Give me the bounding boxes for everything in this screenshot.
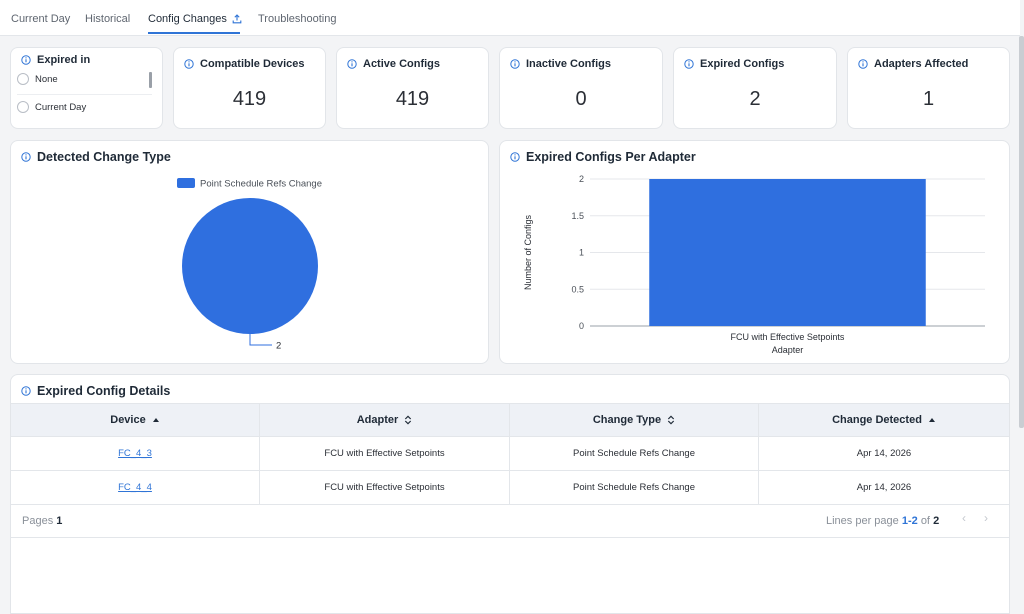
y-tick-label: 2	[579, 174, 584, 184]
table-row-1-adapter: FCU with Effective Setpoints	[324, 448, 445, 459]
stat-card-compatible-devices: Compatible Devices 419	[173, 47, 326, 129]
lines-per-page-indicator: Lines per page 1-2 of 2	[826, 515, 940, 527]
bar	[649, 179, 926, 326]
tab-config-changes[interactable]: Config Changes	[148, 13, 242, 25]
pie-chart: Point Schedule Refs Change 2	[177, 178, 322, 352]
column-header-change-detected[interactable]: Change Detected	[759, 404, 1009, 436]
column-header-adapter[interactable]: Adapter	[260, 404, 509, 436]
device-link[interactable]: FC_4_4	[118, 482, 152, 493]
info-icon	[21, 152, 31, 162]
stat-value: 2	[749, 88, 761, 110]
column-header-change-type[interactable]: Change Type	[510, 404, 758, 436]
detected-change-type-card: Detected Change Type Point Schedule Refs…	[10, 140, 489, 364]
table-border	[11, 504, 1009, 505]
tab-bar: Current Day Historical Config Changes Tr…	[0, 0, 1020, 36]
pie-leader-line	[249, 334, 272, 346]
table-border	[758, 404, 759, 504]
device-link[interactable]: FC_4_3	[118, 448, 152, 459]
table-card-title: Expired Config Details	[21, 384, 170, 398]
pie-data-label: 2	[276, 341, 281, 352]
info-icon	[184, 59, 194, 69]
stat-card-expired-configs: Expired Configs 2	[673, 47, 837, 129]
pie-card-title: Detected Change Type	[21, 150, 171, 164]
y-tick-label: 0.5	[571, 284, 584, 294]
pages-indicator: Pages 1	[22, 515, 63, 527]
radio-circle[interactable]	[17, 73, 29, 85]
pie-slice	[182, 198, 318, 334]
info-icon	[858, 59, 868, 69]
stat-card-inactive-configs: Inactive Configs 0	[499, 47, 663, 129]
filter-divider	[17, 94, 152, 95]
stat-value: 419	[232, 88, 267, 110]
stat-card-adapters-affected: Adapters Affected 1	[847, 47, 1010, 129]
stat-title: Expired Configs	[684, 58, 784, 70]
table-row-1-change-type: Point Schedule Refs Change	[573, 448, 695, 459]
y-tick-label: 0	[579, 321, 584, 331]
stat-value: 0	[575, 88, 587, 110]
stat-title: Inactive Configs	[510, 58, 611, 70]
page-scrollbar[interactable]	[1019, 36, 1024, 428]
y-axis-label: Number of Configs	[523, 214, 533, 290]
table-border	[11, 403, 1009, 404]
sort-ascending-icon[interactable]	[928, 415, 936, 425]
stat-card-active-configs: Active Configs 419	[336, 47, 489, 129]
tab-current-day[interactable]: Current Day	[11, 13, 71, 25]
table-row-1-change-detected: Apr 14, 2026	[856, 448, 912, 459]
table-row-2-adapter: FCU with Effective Setpoints	[324, 482, 445, 493]
stat-title: Compatible Devices	[184, 58, 305, 70]
sort-icon[interactable]	[404, 415, 412, 425]
active-tab-indicator	[148, 32, 240, 34]
expired-in-title: Expired in	[21, 54, 90, 66]
legend-swatch	[177, 178, 195, 188]
info-icon	[21, 386, 31, 396]
info-icon	[21, 55, 31, 65]
tab-troubleshooting[interactable]: Troubleshooting	[258, 13, 337, 25]
radio-circle[interactable]	[17, 101, 29, 113]
y-tick-label: 1.5	[571, 211, 584, 221]
expired-in-filter-card: Expired in None Current Day	[10, 47, 163, 129]
upload-icon	[232, 14, 242, 24]
legend-label: Point Schedule Refs Change	[200, 179, 322, 190]
info-icon	[510, 59, 520, 69]
next-page-icon[interactable]: ›	[984, 511, 988, 525]
column-header-device[interactable]: Device	[11, 404, 259, 436]
table-border	[509, 404, 510, 504]
stat-value: 1	[922, 88, 935, 110]
tab-config-changes-label: Config Changes	[148, 13, 227, 25]
x-tick-label: FCU with Effective Setpoints	[731, 332, 845, 342]
x-axis-label: Adapter	[772, 345, 804, 355]
table-border	[259, 404, 260, 504]
radio-option-current-day[interactable]: Current Day	[17, 101, 86, 113]
expired-configs-per-adapter-card: Expired Configs Per Adapter 0 0.5 1 1.5 2 FCU…	[499, 140, 1010, 364]
bar-card-title: Expired Configs Per Adapter	[510, 150, 696, 164]
y-tick-label: 1	[579, 248, 584, 258]
table-border	[11, 470, 1009, 471]
table-border	[11, 436, 1009, 437]
previous-page-icon[interactable]: ‹	[962, 511, 966, 525]
table-row-2-device: FC_4_4	[11, 471, 259, 504]
bar-chart: 0 0.5 1 1.5 2 FCU with Effective Setpoints Ada…	[523, 174, 985, 355]
sort-ascending-icon[interactable]	[152, 415, 160, 425]
sort-icon[interactable]	[667, 415, 675, 425]
tab-historical[interactable]: Historical	[85, 13, 131, 25]
filter-scrollbar[interactable]	[149, 72, 152, 88]
stat-value: 419	[395, 88, 430, 110]
table-row-1-device: FC_4_3	[11, 437, 259, 470]
table-row-2-change-type: Point Schedule Refs Change	[573, 482, 695, 493]
table-border	[11, 537, 1009, 538]
info-icon	[684, 59, 694, 69]
stat-title: Active Configs	[347, 58, 440, 70]
info-icon	[510, 152, 520, 162]
info-icon	[347, 59, 357, 69]
radio-option-none[interactable]: None	[17, 73, 58, 85]
stat-title: Adapters Affected	[858, 58, 968, 70]
table-row-2-change-detected: Apr 14, 2026	[856, 482, 912, 493]
